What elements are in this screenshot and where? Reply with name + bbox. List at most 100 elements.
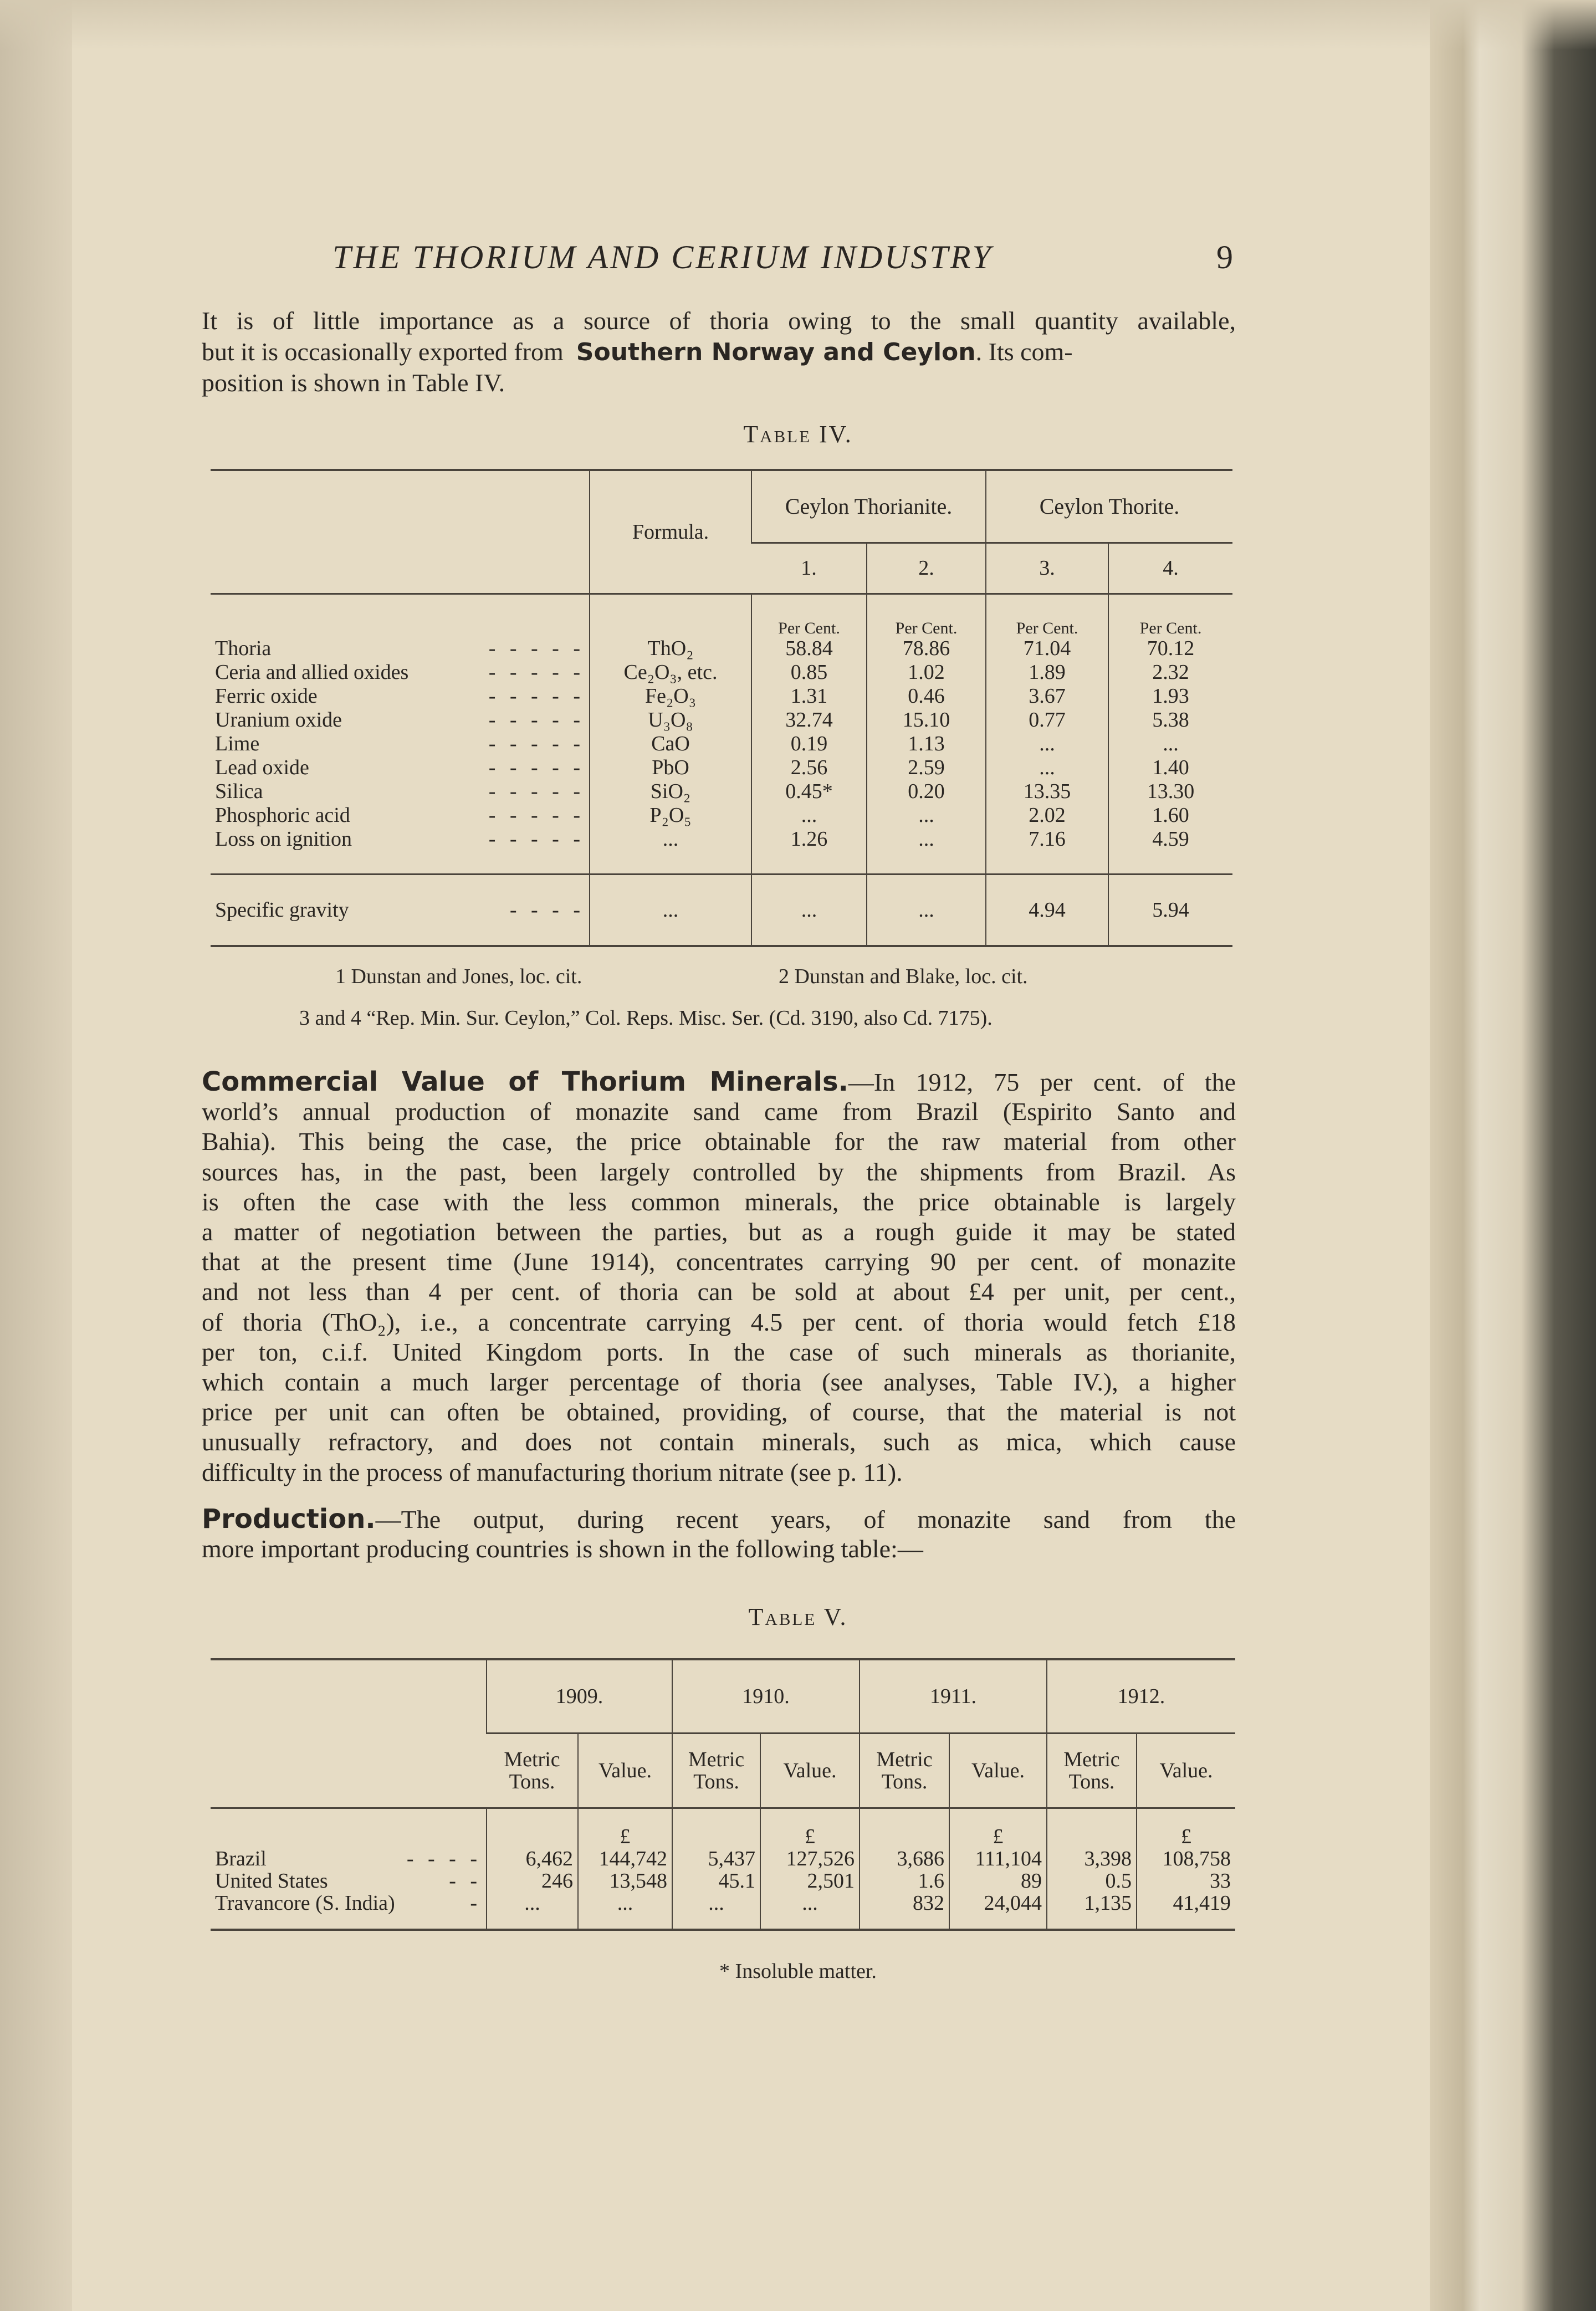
leader-dots: - - - - [406,1847,482,1870]
currency-symbol: £ [1181,1824,1191,1848]
commercial-text: per ton, c.i.f. United Kingdom ports. In… [202,1337,1236,1366]
intro-text: but it is occasionally exported from [202,338,564,366]
column-number: 2. [918,556,934,580]
value-cell: ... [918,803,934,827]
commercial-heading: Commercial Value of Thorium Minerals. [202,1066,848,1097]
column-number: 1. [801,556,817,580]
row-label-text: Lead oxide [215,755,309,779]
value-cell: ... [1039,732,1055,755]
value-cell: 246 [541,1869,573,1893]
value-cell: 1.89 [1029,660,1066,684]
row-label-text: Travancore (S. India) [215,1891,395,1915]
formula: ... [662,827,679,851]
commercial-line: and not less than 4 per cent. of thoria … [202,1277,1236,1307]
row-label: Brazil - - - - [215,1848,482,1870]
value-cell: 13.30 [1147,779,1195,803]
spacer [864,1826,944,1848]
value-cell: 33 [1210,1869,1231,1893]
formula: U₃O₈ [648,708,693,732]
value-cell: ... [802,1891,818,1915]
commercial-line: Commercial Value of Thorium Minerals.—In… [202,1067,1236,1097]
table5-caption: Table V. [748,1603,848,1630]
value-cell: 0.19 [790,732,828,755]
formula: Fe₂O₃ [645,684,696,708]
value-cell: 32.74 [785,708,833,732]
row-label: Uranium oxide - - - - - [215,708,585,732]
value-cell: 108,758 [1162,1847,1231,1870]
leader-dots: - - - - - [488,755,585,779]
commercial-line: unusually refractory, and does not conta… [202,1427,1236,1457]
value-cell: 24,044 [984,1891,1042,1915]
row-label: Ferric oxide - - - - - [215,684,585,708]
value-cell: 1.13 [908,732,945,755]
row-label: Lead oxide - - - - - [215,756,585,780]
production-text: more important producing countries is sh… [202,1535,923,1563]
value-subheader: Value. [598,1758,652,1782]
leader-dots: - - - - - [488,684,585,708]
formula: CaO [651,732,690,755]
commercial-text: of thoria (ThO₂), i.e., a concentrate ca… [202,1307,1236,1336]
leader-dots: - - - - - [488,779,585,803]
value-cell: 1.02 [908,660,945,684]
value-cell: 89 [1021,1869,1042,1893]
formula: PbO [652,755,689,779]
value-subheader: Value. [971,1758,1025,1782]
value-cell: 2.56 [790,755,828,779]
currency-symbol: £ [993,1824,1004,1848]
spacer [1052,1826,1132,1848]
row-label: Lime - - - - - [215,732,585,756]
table4-caption: Table IV. [743,421,853,448]
value-cell: 13,548 [609,1869,668,1893]
row-label: Specific gravity - - - - [215,898,585,922]
production-text: —The output, during recent years, of mon… [375,1505,1236,1533]
value-cell: ... [918,898,934,922]
row-label-text: Brazil [215,1847,267,1870]
currency-symbol: £ [620,1824,631,1848]
table-footnote: * Insoluble matter. [719,1960,877,1983]
value-cell: 4.59 [1152,827,1189,851]
value-cell: ... [1163,732,1179,755]
row-label-text: Silica [215,779,263,803]
tons-subheader: Metric Tons. [688,1747,745,1793]
commercial-text: is often the case with the less common m… [202,1187,1236,1216]
book-page-edges [1430,0,1596,2311]
commercial-line: of thoria (ThO₂), i.e., a concentrate ca… [202,1307,1236,1337]
commercial-text: Bahia). This being the case, the price o… [202,1127,1236,1156]
row-label-text: Ceria and allied oxides [215,660,409,684]
value-cell: 1.31 [790,684,828,708]
value-cell: 2.02 [1029,803,1066,827]
running-header: THE THORIUM AND CERIUM INDUSTRY [332,239,993,275]
row-label-text: United States [215,1869,328,1893]
value-cell: ... [918,827,934,851]
value-subheader: Value. [783,1758,837,1782]
formula: P₂O₅ [649,803,692,827]
value-cell: 2.59 [908,755,945,779]
row-label: Loss on ignition - - - - - [215,827,585,851]
footnote-1: 1 Dunstan and Jones, loc. cit. [335,965,582,988]
value-cell: 1,135 [1084,1891,1132,1915]
formula: Ce₂O₃, etc. [623,660,718,684]
commercial-text: difficulty in the process of manufacturi… [202,1458,903,1486]
commercial-text: sources has, in the past, been largely c… [202,1157,1236,1186]
commercial-text: unusually refractory, and does not conta… [202,1428,1236,1456]
commercial-text: price per unit can often be obtained, pr… [202,1398,1236,1427]
unit-label: Per Cent. [895,618,958,637]
commercial-line: that at the present time (June 1914), co… [202,1247,1236,1277]
column-number: 4. [1163,556,1179,580]
value-cell: 13.35 [1023,779,1071,803]
spacer [492,1826,573,1848]
production-line: more important producing countries is sh… [202,1534,1236,1564]
commercial-text: a matter of negotiation between the part… [202,1218,1236,1246]
value-cell: 71.04 [1023,636,1071,660]
row-label: Travancore (S. India) - [215,1892,482,1914]
leader-dots: - - - - - [488,827,585,851]
leader-dots: - - - - - [488,708,585,732]
value-cell: ... [708,1891,724,1915]
column-number: 3. [1039,556,1055,580]
footnote-2: 2 Dunstan and Blake, loc. cit. [779,965,1028,988]
formula: ThO₂ [647,636,694,660]
value-cell: ... [801,898,817,922]
commercial-line: difficulty in the process of manufacturi… [202,1458,1236,1487]
value-cell: 2.32 [1152,660,1189,684]
year-header: 1909. [555,1684,603,1708]
